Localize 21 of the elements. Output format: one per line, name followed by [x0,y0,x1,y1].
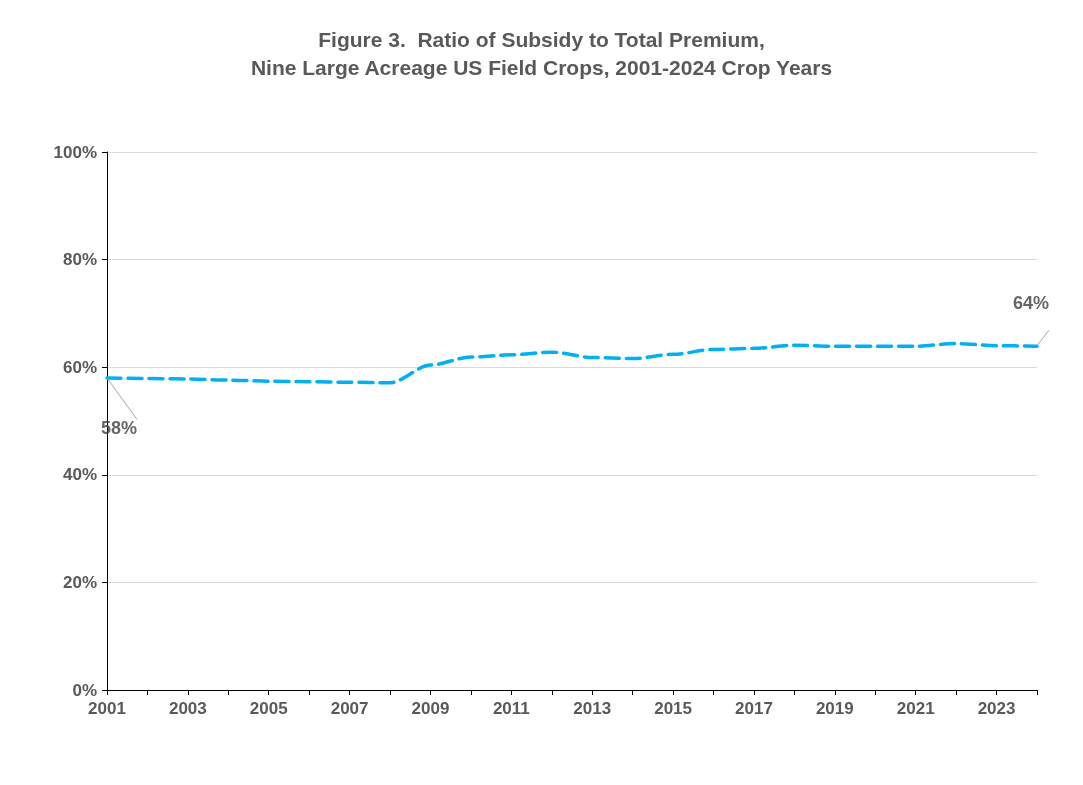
x-tick-label: 2001 [88,699,126,718]
y-tick-label: 40% [62,465,97,485]
x-tick-label: 2009 [411,699,450,718]
y-tick-label: 80% [62,250,97,270]
x-tick-label: 2011 [492,699,530,718]
x-tick-label: 2017 [735,699,773,718]
x-tick-label: 2021 [896,699,935,718]
x-tick-label: 2005 [249,699,288,718]
x-tick-label: 2003 [168,699,207,718]
y-tick-label: 60% [62,357,97,377]
x-tick-label: 2007 [330,699,369,718]
x-tick-label: 2019 [815,699,854,718]
annotation: 64% [1012,293,1050,314]
line-series [105,341,1039,385]
x-tick-label: 2013 [573,699,612,718]
y-tick-label: 0% [72,680,97,700]
y-tick-label: 100% [53,142,97,162]
y-tick-label: 20% [62,572,97,592]
chart-title: Figure 3. Ratio of Subsidy to Total Premium, Nine Large Acreage US Field Crops, 2001-2024 Crop Years [250,27,833,79]
x-tick-label: 2023 [977,699,1016,718]
x-tick-label: 2015 [654,699,692,718]
